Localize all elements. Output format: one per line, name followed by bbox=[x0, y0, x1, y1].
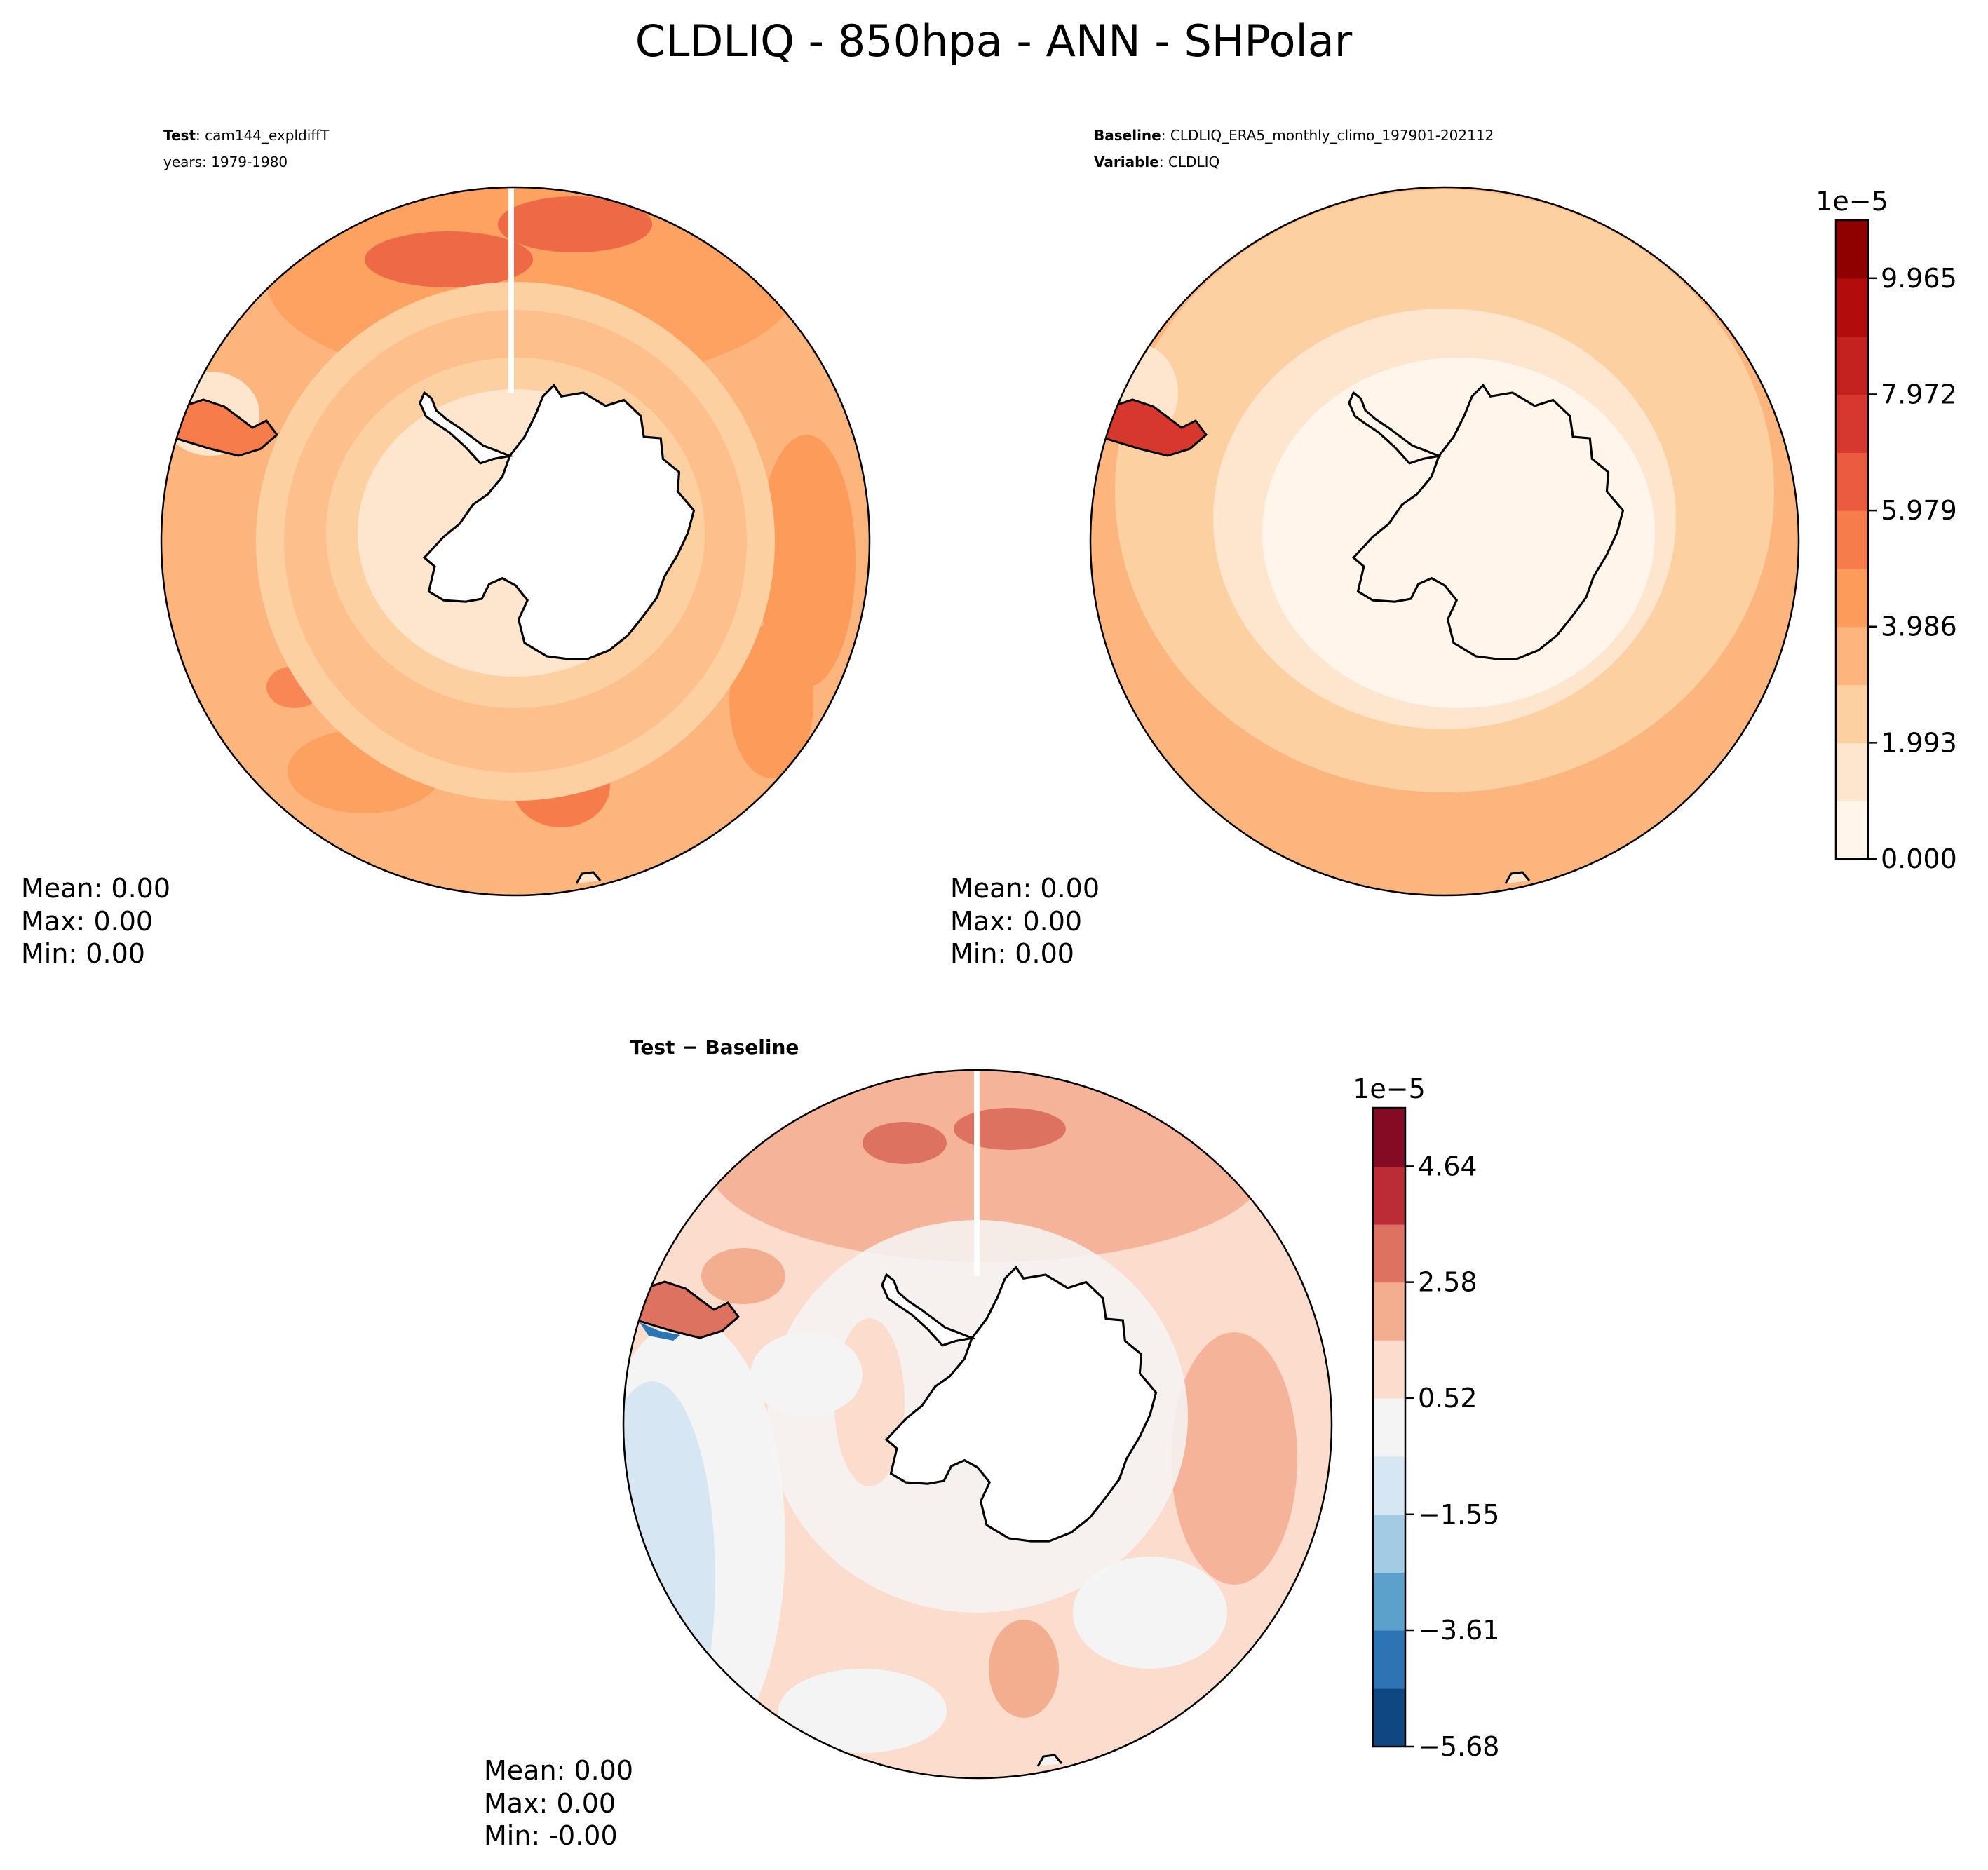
diff-colorbar-segment bbox=[1373, 1456, 1405, 1515]
baseline-colorbar-tick-label: 1.993 bbox=[1881, 727, 1957, 758]
baseline-colorbar-segment bbox=[1836, 801, 1868, 860]
baseline-colorbar-segment bbox=[1836, 452, 1868, 511]
baseline-map-boundary bbox=[1089, 186, 1800, 897]
baseline-colorbar-segment bbox=[1836, 510, 1868, 569]
diff-stat-max: Max: 0.00 bbox=[484, 1788, 616, 1819]
panel-test: Test: cam144_expldiffT years: 1979-1980 bbox=[21, 127, 871, 969]
baseline-colorbar-segment bbox=[1836, 568, 1868, 628]
baseline-colorbar-segment bbox=[1836, 684, 1868, 743]
diff-colorbar: −5.68 −3.61 −1.55 0.52 2.58 4.64 1e−5 bbox=[1353, 1073, 1499, 1762]
diff-colorbar-tick-label: 4.64 bbox=[1418, 1151, 1478, 1181]
diff-colorbar-segment bbox=[1373, 1108, 1405, 1167]
baseline-colorbar-tick-label: 9.965 bbox=[1881, 263, 1957, 294]
diff-colorbar-segment bbox=[1373, 1282, 1405, 1341]
figure-title: CLDLIQ - 850hpa - ANN - SHPolar bbox=[635, 15, 1353, 67]
diff-colorbar-tick-label: −3.61 bbox=[1418, 1615, 1499, 1646]
diff-colorbar-segment bbox=[1373, 1630, 1405, 1689]
baseline-africa-tip bbox=[1504, 871, 1531, 884]
baseline-stat-min: Min: 0.00 bbox=[950, 938, 1074, 969]
test-stat-mean: Mean: 0.00 bbox=[21, 873, 170, 904]
diff-colorbar-tick-label: −5.68 bbox=[1418, 1731, 1499, 1762]
baseline-colorbar-tick-label: 0.000 bbox=[1881, 843, 1957, 874]
diff-colorbar-segment bbox=[1373, 1166, 1405, 1225]
diff-colorbar-frame bbox=[1372, 1106, 1407, 1748]
baseline-title-line-2: Variable: CLDLIQ bbox=[1094, 154, 1219, 170]
diff-title: Test − Baseline bbox=[630, 1036, 799, 1059]
test-title-value: : cam144_expldiffT bbox=[196, 127, 330, 144]
diff-colorbar-segment bbox=[1373, 1514, 1405, 1573]
diff-colorbar-segment bbox=[1373, 1572, 1405, 1631]
diff-africa-tip bbox=[1036, 1754, 1063, 1767]
diff-colorbar-segment bbox=[1373, 1397, 1405, 1457]
baseline-colorbar-tick-label: 3.986 bbox=[1881, 611, 1957, 642]
diff-south-america-coast bbox=[636, 1280, 741, 1339]
baseline-colorbar-frame bbox=[1834, 219, 1869, 860]
test-title-label: Test bbox=[163, 127, 196, 144]
baseline-colorbar-exponent-label: 1e−5 bbox=[1815, 186, 1888, 217]
diff-colorbar-exponent-label: 1e−5 bbox=[1353, 1073, 1426, 1104]
baseline-colorbar-segment bbox=[1836, 220, 1868, 279]
diff-colorbar-tick-label: 0.52 bbox=[1418, 1383, 1478, 1414]
panel-difference: Test − Baseline Mean: 0.00 Max: bbox=[484, 1036, 1499, 1851]
baseline-colorbar-segment bbox=[1836, 743, 1868, 801]
test-south-america-coast bbox=[175, 398, 279, 457]
test-stat-max: Max: 0.00 bbox=[21, 906, 153, 937]
baseline-colorbar-tick-label: 5.979 bbox=[1881, 495, 1957, 526]
baseline-stat-max: Max: 0.00 bbox=[950, 906, 1082, 937]
baseline-colorbar-segment bbox=[1836, 394, 1868, 453]
baseline-title-value: : CLDLIQ_ERA5_monthly_climo_197901-20211… bbox=[1161, 127, 1494, 144]
test-map-boundary bbox=[160, 186, 871, 897]
baseline-title-line-1: Baseline: CLDLIQ_ERA5_monthly_climo_1979… bbox=[1094, 127, 1494, 144]
diff-colorbar-tick-label: 2.58 bbox=[1418, 1267, 1478, 1298]
diff-stat-min: Min: -0.00 bbox=[484, 1820, 618, 1851]
baseline-colorbar-tick-label: 7.972 bbox=[1881, 379, 1957, 409]
baseline-title-label: Baseline bbox=[1094, 127, 1161, 144]
baseline-colorbar: 0.000 1.993 3.986 5.979 7.972 9.965 1e−5 bbox=[1815, 186, 1957, 874]
diff-colorbar-segment bbox=[1373, 1688, 1405, 1747]
diff-map-boundary bbox=[622, 1069, 1333, 1780]
diff-colorbar-tick-label: −1.55 bbox=[1418, 1499, 1499, 1530]
baseline-variable-value: : CLDLIQ bbox=[1159, 154, 1219, 170]
diff-stat-mean: Mean: 0.00 bbox=[484, 1755, 633, 1786]
baseline-stat-mean: Mean: 0.00 bbox=[950, 873, 1100, 904]
baseline-colorbar-segment bbox=[1836, 626, 1868, 686]
baseline-variable-label: Variable bbox=[1094, 154, 1159, 170]
diff-south-america-blue-band bbox=[640, 1322, 680, 1341]
baseline-colorbar-segment bbox=[1836, 336, 1868, 395]
diff-colorbar-segment bbox=[1373, 1224, 1405, 1283]
diff-colorbar-segment bbox=[1373, 1340, 1405, 1399]
test-title-line-1: Test: cam144_expldiffT bbox=[163, 127, 330, 144]
test-africa-tip bbox=[575, 871, 602, 884]
baseline-south-america-coast bbox=[1104, 398, 1208, 457]
test-title-line-2: years: 1979-1980 bbox=[163, 154, 288, 170]
test-stat-min: Min: 0.00 bbox=[21, 938, 145, 969]
baseline-colorbar-segment bbox=[1836, 278, 1868, 337]
panel-baseline: Baseline: CLDLIQ_ERA5_monthly_climo_1979… bbox=[950, 127, 1957, 969]
